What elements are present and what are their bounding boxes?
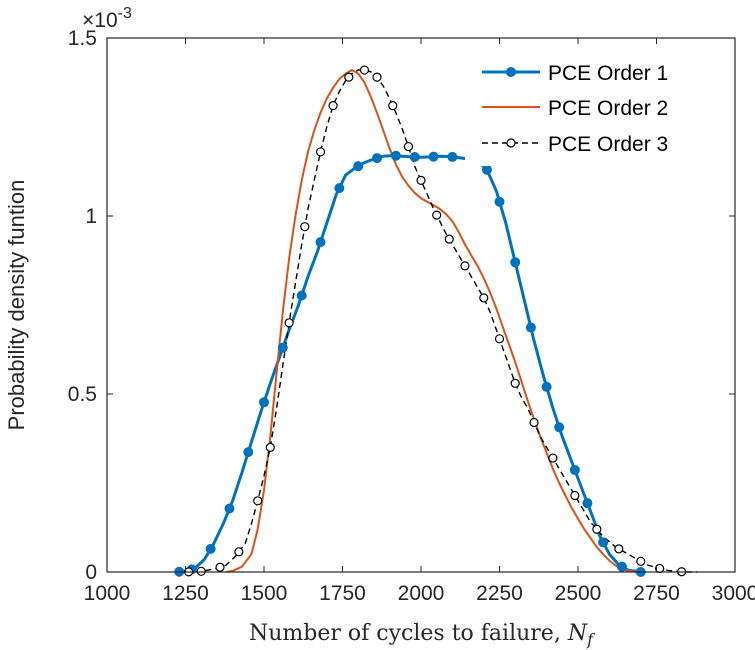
legend-entry-pce-order-1: PCE Order 1 xyxy=(482,62,668,85)
series-markers xyxy=(174,65,687,577)
data-point-pce-order-3 xyxy=(196,566,206,576)
x-tick-label: 2500 xyxy=(555,582,602,605)
x-tick-label: 1000 xyxy=(84,582,131,605)
data-point-pce-order-1 xyxy=(334,183,345,194)
data-point-pce-order-3 xyxy=(636,556,646,566)
legend-label: PCE Order 2 xyxy=(548,97,668,120)
data-point-pce-order-3 xyxy=(432,210,442,220)
legend: PCE Order 1 PCE Order 2 PCE Order 3 xyxy=(465,52,723,166)
data-point-pce-order-1 xyxy=(428,151,439,162)
series-line-pce-order-2 xyxy=(226,69,641,573)
data-point-pce-order-1 xyxy=(447,151,458,162)
data-point-pce-order-1 xyxy=(390,150,401,161)
legend-label: PCE Order 1 xyxy=(548,62,668,85)
data-point-pce-order-3 xyxy=(592,524,602,534)
data-point-pce-order-1 xyxy=(372,153,383,164)
data-point-pce-order-3 xyxy=(284,318,294,328)
x-tick-label: 2250 xyxy=(476,582,523,605)
y-tick-label: 0 xyxy=(85,561,97,584)
data-point-pce-order-3 xyxy=(614,544,624,554)
data-point-pce-order-3 xyxy=(479,293,489,303)
x-tick-label: 1500 xyxy=(241,582,288,605)
legend-swatch-marker xyxy=(506,138,516,148)
data-point-pce-order-3 xyxy=(300,222,310,232)
legend-entry-pce-order-2: PCE Order 2 xyxy=(482,97,668,120)
data-point-pce-order-3 xyxy=(403,141,414,152)
data-point-pce-order-3 xyxy=(460,261,470,271)
data-point-pce-order-3 xyxy=(344,72,354,82)
x-tick-label: 1750 xyxy=(319,582,366,605)
data-point-pce-order-3 xyxy=(570,490,580,501)
x-tick-label: 2000 xyxy=(398,582,445,605)
y-tick-label: 1.5 xyxy=(68,27,97,50)
legend-swatch-marker xyxy=(506,67,516,77)
data-point-pce-order-3 xyxy=(372,72,382,82)
legend-entry-pce-order-3: PCE Order 3 xyxy=(482,133,668,156)
y-axis-label: Probability density funtion xyxy=(4,180,29,431)
data-point-pce-order-3 xyxy=(328,101,338,111)
data-point-pce-order-1 xyxy=(315,237,326,248)
data-point-pce-order-3 xyxy=(494,334,505,344)
data-point-pce-order-1 xyxy=(259,397,269,408)
axis-ticks: 1000 1250 1500 1750 2000 2250 2500 2750 3000 0 0.5… xyxy=(68,27,755,605)
data-point-pce-order-1 xyxy=(205,543,216,554)
data-point-pce-order-1 xyxy=(525,322,536,333)
y-exponent-label: ×10-3 xyxy=(82,5,132,32)
data-point-pce-order-1 xyxy=(481,164,492,175)
data-point-pce-order-1 xyxy=(277,342,288,353)
x-axis-label: Number of cycles to failure, Nf xyxy=(249,621,596,649)
data-point-pce-order-3 xyxy=(315,147,326,157)
x-tick-label: 2750 xyxy=(633,582,680,605)
data-point-pce-order-3 xyxy=(444,234,454,244)
data-point-pce-order-1 xyxy=(494,196,505,207)
data-point-pce-order-3 xyxy=(548,453,558,463)
y-tick-label: 1 xyxy=(85,205,97,228)
data-point-pce-order-1 xyxy=(598,537,609,548)
legend-label: PCE Order 3 xyxy=(548,133,668,156)
data-point-pce-order-1 xyxy=(554,422,565,433)
data-point-pce-order-1 xyxy=(541,381,552,392)
data-point-pce-order-3 xyxy=(529,417,539,428)
data-point-pce-order-1 xyxy=(296,290,307,301)
data-point-pce-order-1 xyxy=(243,447,254,458)
data-point-pce-order-3 xyxy=(416,175,426,185)
data-point-pce-order-3 xyxy=(510,378,520,388)
data-point-pce-order-1 xyxy=(353,161,364,172)
data-point-pce-order-3 xyxy=(253,496,263,506)
data-point-pce-order-1 xyxy=(510,257,521,268)
x-tick-label: 3000 xyxy=(712,582,755,605)
data-point-pce-order-1 xyxy=(616,561,627,572)
data-point-pce-order-3 xyxy=(388,101,398,111)
data-point-pce-order-1 xyxy=(569,464,580,475)
x-tick-label: 1250 xyxy=(162,582,209,605)
data-point-pce-order-3 xyxy=(359,65,370,75)
y-tick-label: 0.5 xyxy=(68,383,97,406)
data-point-pce-order-3 xyxy=(234,547,244,557)
series-line-pce-order-3 xyxy=(185,69,698,573)
data-point-pce-order-3 xyxy=(215,562,225,572)
data-point-pce-order-1 xyxy=(582,498,593,509)
data-point-pce-order-1 xyxy=(409,152,420,163)
data-point-pce-order-1 xyxy=(224,503,235,514)
data-point-pce-order-3 xyxy=(265,442,275,452)
